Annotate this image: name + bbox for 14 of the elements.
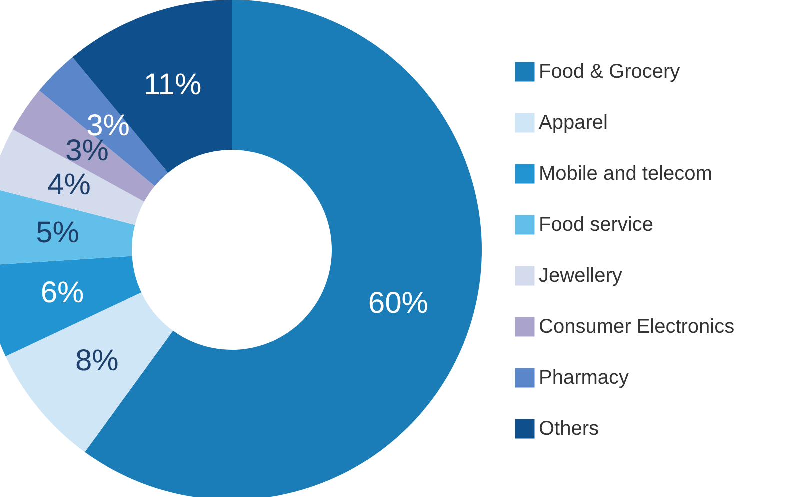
data-label: 60%	[368, 287, 428, 320]
data-label: 11%	[144, 68, 202, 102]
legend-label: Apparel	[539, 112, 608, 134]
legend-label: Food & Grocery	[539, 61, 680, 83]
legend-label: Jewellery	[539, 265, 622, 287]
data-label: 8%	[75, 344, 119, 378]
data-label: 5%	[36, 216, 80, 250]
legend-label: Pharmacy	[539, 367, 630, 389]
legend-label: Food service	[539, 214, 654, 236]
legend-label: Others	[539, 418, 600, 440]
data-label: 6%	[40, 276, 84, 310]
legend-label: Mobile and telecom	[539, 163, 712, 185]
data-label: 4%	[48, 168, 91, 202]
legend-label: Consumer Electronics	[539, 316, 735, 338]
